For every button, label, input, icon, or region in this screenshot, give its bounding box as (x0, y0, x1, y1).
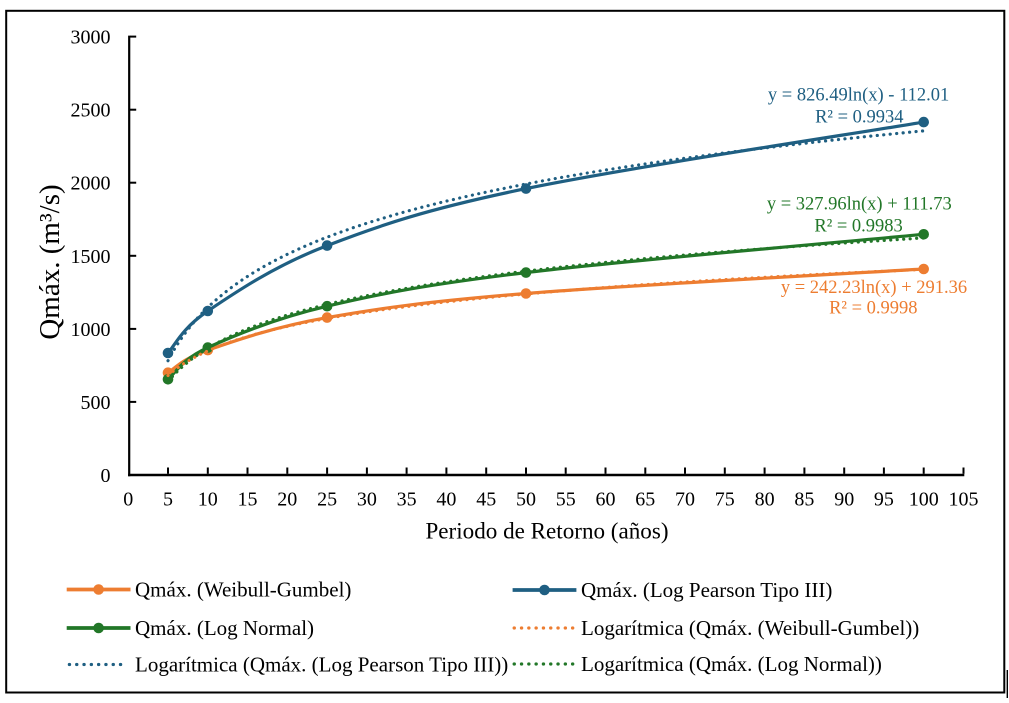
svg-text:20: 20 (277, 489, 297, 511)
svg-text:5: 5 (163, 489, 173, 511)
svg-text:R² = 0.9983: R² = 0.9983 (814, 217, 902, 237)
svg-text:y = 826.49ln(x) - 112.01: y = 826.49ln(x) - 112.01 (768, 86, 949, 106)
svg-text:60: 60 (596, 489, 616, 511)
svg-text:2000: 2000 (71, 173, 111, 195)
svg-text:0: 0 (123, 489, 133, 511)
svg-text:50: 50 (516, 489, 536, 511)
svg-text:35: 35 (397, 489, 417, 511)
svg-text:Qmáx. (Log Normal): Qmáx. (Log Normal) (135, 616, 314, 640)
svg-text:Qmáx. (Log Pearson Tipo III): Qmáx. (Log Pearson Tipo III) (581, 578, 832, 602)
svg-text:1500: 1500 (71, 246, 111, 268)
svg-text:Logarítmica (Qmáx. (Log Normal: Logarítmica (Qmáx. (Log Normal)) (581, 652, 882, 676)
svg-text:65: 65 (635, 489, 655, 511)
svg-text:25: 25 (317, 489, 337, 511)
svg-text:85: 85 (794, 489, 814, 511)
svg-text:y = 242.23ln(x) + 291.36: y = 242.23ln(x) + 291.36 (781, 278, 967, 298)
svg-text:75: 75 (715, 489, 735, 511)
svg-text:Periodo de Retorno (años): Periodo de Retorno (años) (425, 518, 668, 544)
svg-text:0: 0 (101, 465, 111, 487)
svg-text:45: 45 (476, 489, 496, 511)
svg-text:40: 40 (436, 489, 456, 511)
svg-text:3000: 3000 (71, 27, 111, 49)
svg-text:Logarítmica (Qmáx. (Log Pearso: Logarítmica (Qmáx. (Log Pearson Tipo III… (135, 653, 508, 677)
svg-text:Logarítmica (Qmáx. (Weibull-Gu: Logarítmica (Qmáx. (Weibull-Gumbel)) (581, 616, 919, 640)
svg-text:y = 327.96ln(x) + 111.73: y = 327.96ln(x) + 111.73 (767, 195, 952, 215)
svg-text:80: 80 (755, 489, 775, 511)
svg-text:105: 105 (949, 489, 979, 511)
svg-text:90: 90 (834, 489, 854, 511)
svg-text:R² = 0.9998: R² = 0.9998 (829, 299, 917, 319)
svg-text:30: 30 (357, 489, 377, 511)
svg-text:55: 55 (556, 489, 576, 511)
svg-text:Qmáx. (Weibull-Gumbel): Qmáx. (Weibull-Gumbel) (135, 578, 351, 602)
svg-text:10: 10 (198, 489, 218, 511)
svg-text:100: 100 (909, 489, 939, 511)
svg-text:Qmáx. (m³/s): Qmáx. (m³/s) (34, 184, 66, 339)
svg-text:70: 70 (675, 489, 695, 511)
svg-text:R² = 0.9934: R² = 0.9934 (815, 108, 903, 128)
svg-text:95: 95 (874, 489, 894, 511)
svg-text:1000: 1000 (71, 319, 111, 341)
svg-text:2500: 2500 (71, 100, 111, 122)
svg-text:500: 500 (81, 392, 111, 414)
svg-text:15: 15 (238, 489, 258, 511)
